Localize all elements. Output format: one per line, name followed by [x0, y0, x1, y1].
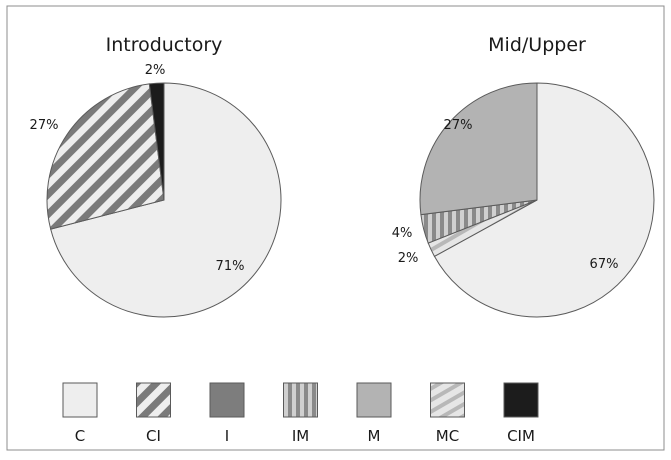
legend-swatch-cim	[503, 382, 539, 418]
legend-swatch-im	[283, 382, 318, 418]
pie-slice-cim	[148, 82, 165, 201]
legend-label-i: I	[225, 427, 229, 445]
legend-label-mc: MC	[436, 427, 459, 445]
slice-label-c: 71%	[216, 259, 245, 274]
legend-swatch-i	[209, 382, 245, 418]
pie-introductory	[46, 82, 282, 318]
legend-label-ci: CI	[146, 427, 161, 445]
pie-mid-upper	[419, 82, 655, 318]
legend-label-im: IM	[292, 427, 309, 445]
legend-label-m: M	[368, 427, 381, 445]
pie-introductory-labels: 71% 27% 2%	[30, 63, 245, 274]
slice-label-mc: 2%	[398, 251, 419, 266]
pie-slice-c	[433, 82, 655, 318]
legend-swatch-c	[62, 382, 98, 418]
legend-swatch-ci	[136, 382, 171, 418]
legend-swatch-m	[356, 382, 392, 418]
pie-mid-upper-labels: 67% 2% 4% 27%	[392, 118, 619, 272]
legend-label-cim: CIM	[507, 427, 535, 445]
slice-label-c: 67%	[590, 257, 619, 272]
chart-title-mid-upper: Mid/Upper	[488, 34, 586, 56]
slice-label-m: 27%	[444, 118, 473, 133]
legend-swatch-mc	[430, 382, 465, 418]
slice-label-ci: 27%	[30, 118, 59, 133]
pie-slice-c	[50, 82, 282, 318]
pie-slice-ci	[46, 83, 165, 230]
slice-label-cim: 2%	[145, 63, 166, 78]
chart-title-introductory: Introductory	[106, 34, 223, 56]
pie-slice-m	[419, 82, 538, 216]
slice-label-im: 4%	[392, 226, 413, 241]
legend-label-c: C	[75, 427, 85, 445]
legend: C CI I IM M MC CIM	[62, 382, 539, 445]
